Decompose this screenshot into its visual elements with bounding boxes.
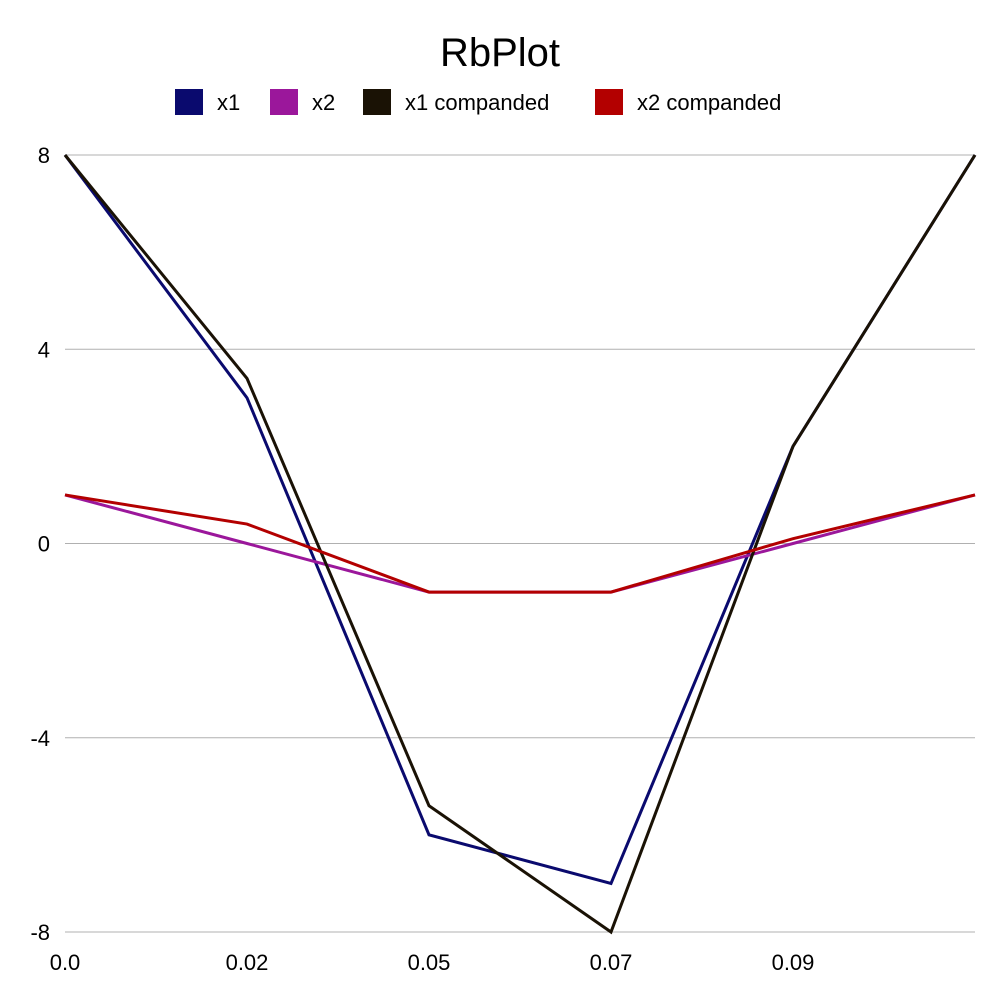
series-line-x1 [63,154,977,886]
legend-label: x2 [312,90,335,115]
legend-swatch [595,89,623,115]
y-axis-ticks: 8 4 0 -4 -8 [30,143,50,945]
legend: x1 x2 x1 companded x2 companded [175,89,781,115]
x-tick-label: 0.07 [590,950,633,975]
x-tick-label: 0.05 [408,950,451,975]
x-tick-label: 0.0 [50,950,81,975]
x-axis-ticks: 0.0 0.02 0.05 0.07 0.09 [50,950,815,975]
chart-title: RbPlot [440,31,560,75]
x-tick-label: 0.09 [772,950,815,975]
y-tick-label: -8 [30,920,50,945]
x-tick-label: 0.02 [226,950,269,975]
y-tick-label: 0 [38,532,50,557]
grid [65,154,975,933]
legend-swatch [175,89,203,115]
y-tick-label: 4 [38,337,50,362]
legend-label: x2 companded [637,90,781,115]
series-line-x1-companded [63,154,977,935]
y-tick-label: -4 [30,726,50,751]
y-tick-label: 8 [38,143,50,168]
series-line-x2-companded [64,493,976,594]
legend-swatch [270,89,298,115]
legend-label: x1 companded [405,90,549,115]
legend-label: x1 [217,90,240,115]
legend-swatch [363,89,391,115]
series-lines [63,154,977,935]
